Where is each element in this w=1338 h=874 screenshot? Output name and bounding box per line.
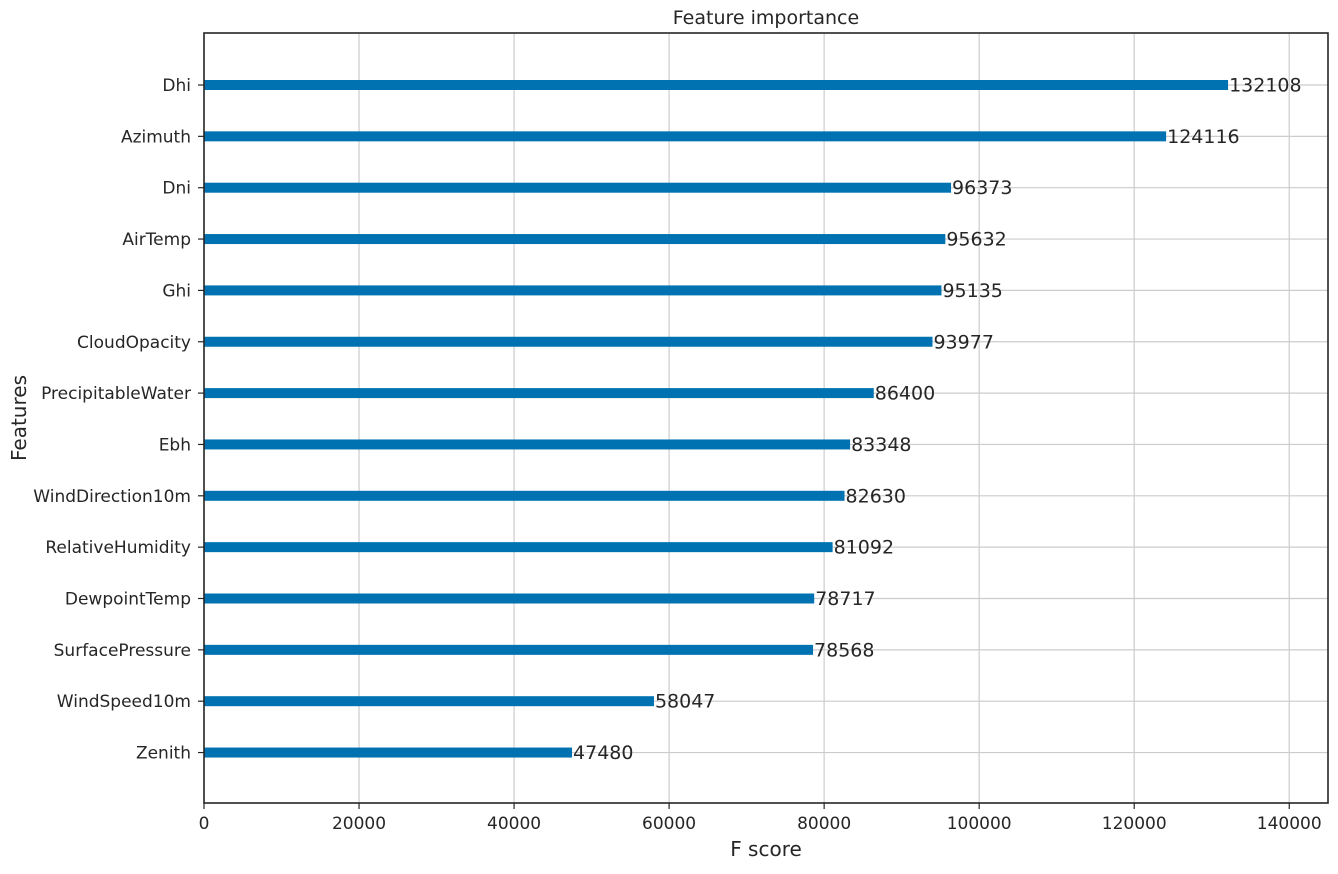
x-tick-label: 140000 — [1257, 814, 1322, 834]
data-label-dewpointtemp: 78717 — [815, 588, 875, 610]
y-tick-label: WindDirection10m — [33, 487, 191, 507]
y-tick-label: Ebh — [159, 435, 191, 455]
y-ticks-layer: Dhi Azimuth Dni AirTemp Ghi CloudOpacity Preci… — [33, 76, 204, 764]
x-tick-label: 20000 — [332, 814, 386, 834]
bar-airtemp — [204, 234, 946, 245]
y-tick-label: AirTemp — [122, 230, 191, 250]
x-tick-label: 100000 — [947, 814, 1012, 834]
y-tick-label: Zenith — [136, 744, 191, 764]
data-label-dhi: 132108 — [1229, 75, 1302, 97]
data-label-relativehumidity: 81092 — [834, 537, 894, 559]
data-label-dni: 96373 — [952, 177, 1012, 199]
data-label-airtemp: 95632 — [946, 229, 1006, 251]
x-tick-label: 80000 — [797, 814, 851, 834]
bar-azimuth — [204, 131, 1167, 142]
data-label-zenith: 47480 — [573, 742, 633, 764]
bar-dni — [204, 182, 952, 193]
data-label-ghi: 95135 — [942, 280, 1002, 302]
y-tick-label: Ghi — [162, 281, 191, 301]
x-tick-label: 120000 — [1102, 814, 1167, 834]
y-tick-label: DewpointTemp — [65, 590, 191, 610]
bar-ebh — [204, 439, 851, 450]
bar-zenith — [204, 747, 573, 758]
y-tick-label: Dhi — [162, 76, 191, 96]
y-tick-label: RelativeHumidity — [45, 538, 191, 558]
y-tick-label: SurfacePressure — [54, 641, 191, 661]
data-labels-layer: 132108 124116 96373 95632 95135 93977 86400 833… — [573, 75, 1302, 765]
grid-layer — [203, 33, 1328, 803]
x-ticks-layer: 0 20000 40000 60000 80000 100000 120000 140000 — [199, 803, 1322, 834]
bar-cloudopacity — [204, 336, 933, 347]
bar-dewpointtemp — [204, 593, 815, 604]
bar-dhi — [204, 80, 1229, 90]
bar-surfacepressure — [204, 644, 814, 655]
bar-relativehumidity — [204, 542, 833, 553]
x-tick-label: 0 — [199, 814, 210, 834]
data-label-windspeed10m: 58047 — [655, 691, 715, 713]
x-tick-label: 40000 — [487, 814, 541, 834]
data-label-surfacepressure: 78568 — [814, 639, 874, 661]
y-axis-label: Features — [7, 375, 31, 461]
chart-title: Feature importance — [673, 7, 859, 29]
bar-windspeed10m — [204, 696, 654, 707]
y-tick-label: WindSpeed10m — [57, 692, 191, 712]
data-label-winddirection10m: 82630 — [846, 485, 906, 507]
bar-precipitablewater — [204, 388, 874, 399]
plot-frame — [203, 32, 1329, 804]
data-label-ebh: 83348 — [851, 434, 911, 456]
data-label-azimuth: 124116 — [1167, 126, 1240, 148]
data-label-cloudopacity: 93977 — [933, 331, 993, 353]
y-tick-label: Azimuth — [121, 127, 191, 147]
x-axis-label: F score — [730, 837, 802, 861]
x-tick-label: 60000 — [642, 814, 696, 834]
y-tick-label: Dni — [162, 179, 191, 199]
bar-winddirection10m — [204, 490, 845, 501]
y-tick-label: PrecipitableWater — [41, 384, 191, 404]
y-tick-label: CloudOpacity — [77, 333, 191, 353]
data-label-precipitablewater: 86400 — [875, 383, 935, 405]
bar-ghi — [204, 285, 942, 296]
bars-layer — [204, 80, 1229, 758]
